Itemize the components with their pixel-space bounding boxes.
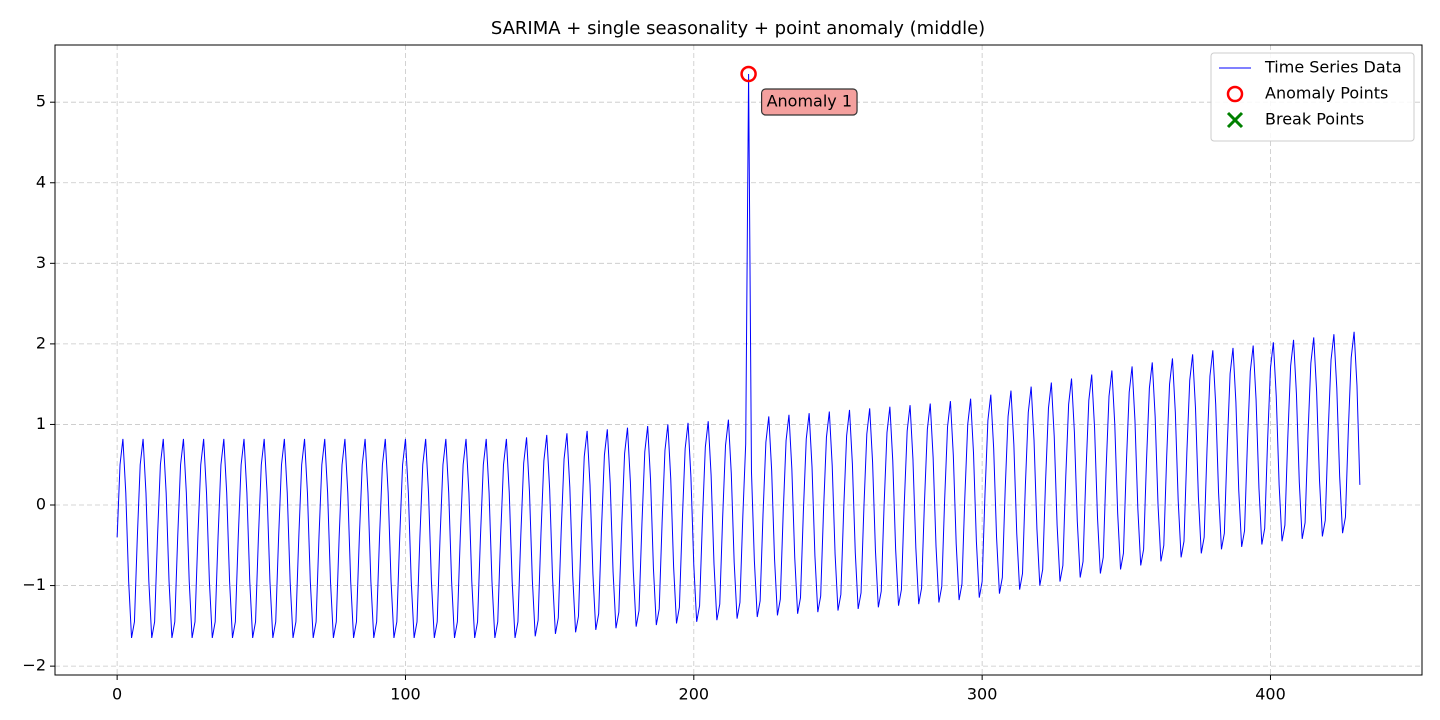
x-tick-label: 100: [390, 685, 421, 704]
y-tick-label: 1: [36, 414, 46, 433]
anomaly-point: [740, 65, 757, 83]
y-tick-label: −1: [22, 575, 46, 594]
y-tick-label: 2: [36, 333, 46, 352]
y-tick-label: 3: [36, 253, 46, 272]
legend: Time Series Data Anomaly Points Break Poin…: [1210, 52, 1415, 142]
y-tick-label: −2: [22, 656, 46, 675]
data-line: [116, 73, 1361, 639]
chart-title: SARIMA + single seasonality + point anom…: [491, 18, 985, 39]
y-tick-label: 0: [36, 495, 46, 514]
annotation: Anomaly 1: [760, 88, 858, 116]
legend-label: Time Series Data: [1264, 58, 1402, 77]
x-tick-label: 200: [679, 685, 710, 704]
plot-frame: [54, 44, 1423, 676]
legend-label: Anomaly Points: [1265, 84, 1388, 103]
x-tick-label: 400: [1255, 685, 1286, 704]
legend-marker: [1226, 85, 1244, 103]
x-tick-label: 300: [967, 685, 998, 704]
annotation-box: [760, 88, 858, 116]
annotation-text: Anomaly 1: [767, 92, 852, 111]
y-tick-label: 4: [36, 172, 46, 191]
legend-box: [1210, 52, 1415, 142]
y-tick-label: 5: [36, 92, 46, 111]
x-tick-label: 0: [112, 685, 122, 704]
legend-label: Break Points: [1265, 110, 1364, 129]
legend-marker: [1226, 111, 1244, 129]
